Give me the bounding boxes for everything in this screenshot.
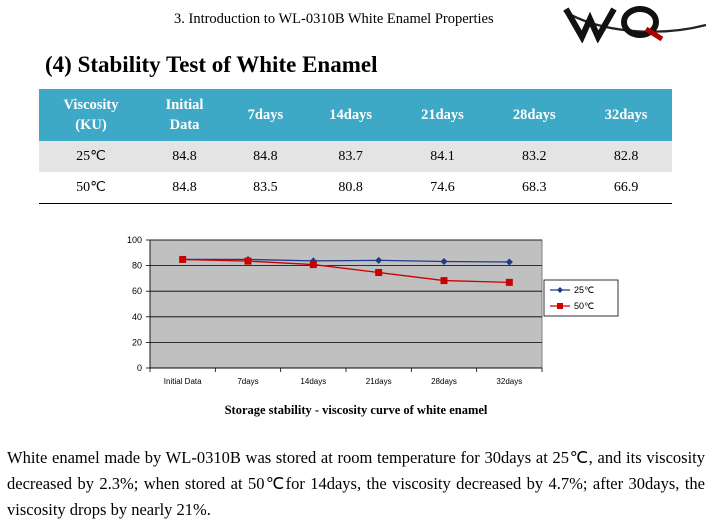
header-cell-32days: 32days (580, 89, 672, 141)
table-cell: 82.8 (580, 141, 672, 172)
table-cell: 50℃ (39, 172, 143, 204)
data-point (440, 277, 448, 285)
table-row: 50℃ 84.8 83.5 80.8 74.6 68.3 66.9 (39, 172, 672, 204)
header-text: Initial (165, 97, 204, 113)
legend-box (543, 279, 619, 317)
chart-caption: Storage stability - viscosity curve of w… (224, 403, 488, 417)
header-title: 3. Introduction to WL-0310B White Enamel… (174, 11, 494, 27)
header-text: 21days (421, 107, 464, 123)
stability-table: Viscosity (KU) Initial Data 7days 14days 2… (39, 89, 672, 204)
series-line (182, 258, 510, 263)
y-tick-label: 80 (132, 261, 142, 271)
header-cell-viscosity: Viscosity (KU) (39, 89, 143, 141)
header-text: 28days (512, 107, 556, 123)
table-cell: 84.8 (143, 141, 227, 172)
data-point (505, 278, 513, 286)
header-text: 32days (604, 107, 648, 123)
legend-marker (557, 287, 563, 293)
header-cell-28days: 28days (488, 89, 581, 141)
data-point (179, 255, 187, 263)
x-tick-label: 32days (496, 377, 522, 386)
table-cell: 83.5 (226, 172, 305, 204)
company-logo (563, 6, 707, 43)
table-cell: 84.8 (226, 141, 305, 172)
data-point (505, 258, 513, 266)
summary-paragraph: White enamel made by WL-0310B was stored… (7, 448, 705, 519)
data-point (309, 261, 317, 269)
x-tick-label: 21days (366, 377, 392, 386)
y-tick-label: 40 (132, 312, 142, 322)
x-tick-label: 7days (237, 377, 258, 386)
data-point (375, 269, 383, 277)
header-text: (KU) (75, 117, 107, 133)
y-tick-label: 20 (132, 337, 142, 347)
table-cell: 74.6 (396, 172, 489, 204)
y-tick-label: 0 (137, 363, 142, 373)
legend-marker (557, 303, 563, 309)
x-tick-label: 28days (431, 377, 457, 386)
table-cell: 80.8 (304, 172, 397, 204)
y-tick-label: 60 (132, 286, 142, 296)
legend-label: 25℃ (574, 285, 594, 295)
header-cell-14days: 14days (304, 89, 397, 141)
table-cell: 84.8 (143, 172, 227, 204)
y-tick-label: 100 (127, 235, 142, 245)
data-point (244, 257, 252, 265)
header-text: Data (169, 117, 200, 133)
section-title: (4) Stability Test of White Enamel (45, 52, 378, 77)
header-text: Viscosity (63, 97, 119, 113)
table-row: 25℃ 84.8 84.8 83.7 84.1 83.2 82.8 (39, 141, 672, 172)
table-cell: 83.2 (488, 141, 581, 172)
legend-label: 50℃ (574, 301, 594, 311)
series-line (182, 258, 510, 284)
table-cell: 83.7 (304, 141, 397, 172)
header-text: 14days (329, 107, 372, 123)
table-cell: 68.3 (488, 172, 581, 204)
x-tick-label: Initial Data (164, 377, 202, 386)
data-point (440, 258, 448, 266)
data-point (375, 256, 383, 264)
table-header-row: Viscosity (KU) Initial Data 7days 14days 2… (39, 89, 672, 141)
header-cell-21days: 21days (396, 89, 489, 141)
viscosity-line-chart: 0 20 40 60 80 100 Initial Data 7days 14days 21day… (127, 235, 619, 386)
table-cell: 25℃ (39, 141, 143, 172)
x-tick-label: 14days (300, 377, 326, 386)
header-cell-7days: 7days (226, 89, 305, 141)
header-text: 7days (247, 107, 284, 123)
table-cell: 66.9 (580, 172, 672, 204)
header-cell-initial: Initial Data (143, 89, 227, 141)
table-cell: 84.1 (396, 141, 489, 172)
